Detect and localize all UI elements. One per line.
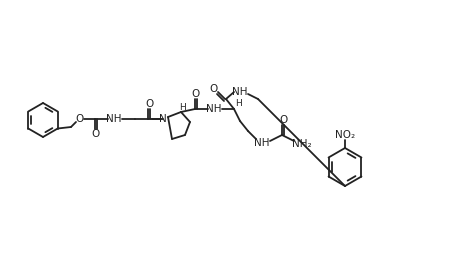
Text: NO₂: NO₂ [335, 130, 355, 140]
Text: O: O [76, 114, 84, 124]
Text: H: H [180, 103, 186, 112]
Text: H: H [234, 99, 241, 108]
Text: NH: NH [254, 138, 270, 148]
Text: NH: NH [106, 114, 122, 124]
Text: O: O [210, 84, 218, 94]
Text: O: O [192, 89, 200, 99]
Text: NH₂: NH₂ [292, 139, 312, 149]
Text: O: O [92, 129, 100, 139]
Text: NH: NH [232, 87, 248, 97]
Text: O: O [145, 99, 153, 109]
Text: O: O [279, 115, 287, 125]
Text: NH: NH [206, 104, 222, 114]
Text: N: N [159, 114, 167, 124]
